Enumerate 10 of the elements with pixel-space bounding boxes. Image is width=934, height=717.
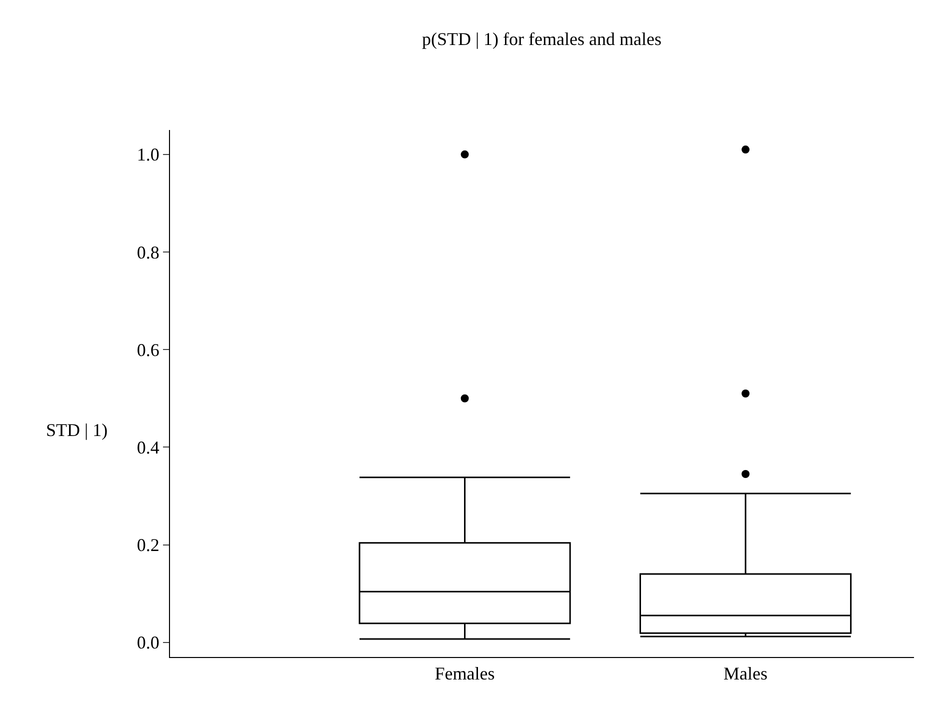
- y-tick-label: 1.0: [136, 144, 160, 165]
- y-tick-label: 0.2: [136, 535, 160, 556]
- x-tick-label: Females: [434, 664, 495, 684]
- y-tick-label: 0.8: [136, 242, 160, 262]
- y-tick-label: 0.4: [136, 437, 160, 458]
- y-tick-label: 0.0: [136, 632, 160, 653]
- x-tick-label: Males: [724, 664, 768, 684]
- y-tick-label: 0.6: [136, 340, 160, 360]
- y-axis-title: STD | 1): [46, 420, 108, 440]
- chart-title: p(STD | 1) for females and males: [422, 28, 662, 49]
